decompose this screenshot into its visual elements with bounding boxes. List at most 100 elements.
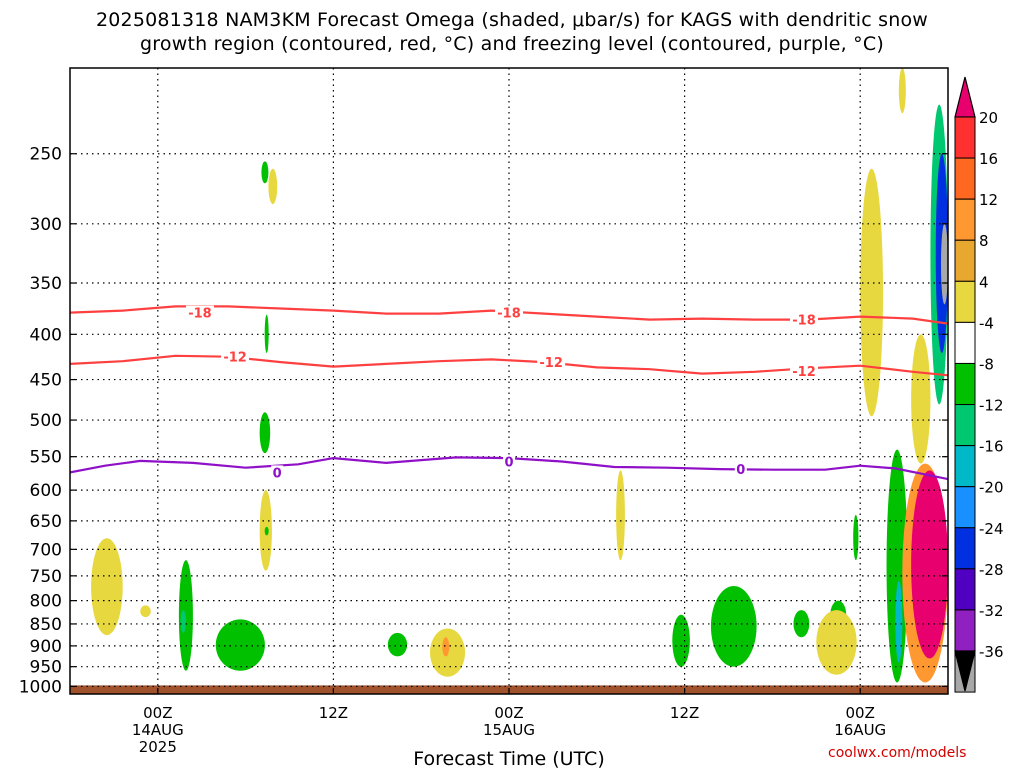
contour-label-bg	[503, 454, 515, 469]
x-tick-label-10-0: 12Z	[319, 704, 348, 722]
omega-region-7	[259, 412, 271, 454]
y-tick-label-500: 500	[30, 411, 62, 431]
omega-region-22	[886, 449, 908, 683]
colorbar-segment-2	[954, 198, 976, 241]
colorbar-label-4: 4	[979, 273, 989, 291]
omega-region-3	[180, 610, 186, 633]
x-tick-label-20-1: 15AUG	[483, 721, 535, 739]
y-tick-label-750: 750	[30, 567, 62, 587]
contour-label-bg	[790, 312, 819, 327]
contour-label--18: -18	[188, 307, 212, 322]
omega-region-19	[816, 610, 857, 675]
x-tick-label-0-0: 00Z	[143, 704, 172, 722]
credit-text[interactable]: coolwx.com/models	[828, 745, 967, 761]
y-tick-label-400: 400	[30, 325, 62, 345]
y-tick-label-350: 350	[30, 274, 62, 294]
omega-region-29	[940, 223, 948, 305]
omega-region-9	[264, 526, 269, 536]
contour-label--18: -18	[497, 307, 521, 322]
omega-region-25	[911, 470, 948, 659]
contour-label-bg	[221, 349, 250, 364]
omega-region-16	[710, 585, 757, 667]
x-tick-label-20-0: 00Z	[494, 704, 523, 722]
omega-region-15	[672, 614, 690, 667]
contour-label--12: -12	[223, 351, 247, 366]
colorbar-label-12: -32	[979, 602, 1004, 620]
omega-region-10	[264, 314, 269, 354]
colorbar-label-5: -4	[979, 314, 994, 332]
y-tick-label-1000: 1000	[19, 677, 62, 697]
colorbar-segment-4	[954, 280, 976, 323]
y-tick-label-900: 900	[30, 637, 62, 657]
contour-label-bg	[185, 305, 214, 320]
omega-region-0	[91, 538, 123, 636]
omega-region-17	[793, 610, 810, 638]
contour-label-bg	[734, 462, 747, 477]
colorbar-segment-9	[954, 486, 976, 529]
omega-region-26	[911, 334, 931, 464]
contour-label--12: -12	[792, 365, 816, 380]
contour-label-0: 0	[736, 463, 745, 478]
contour-label--18: -18	[792, 314, 816, 329]
contour-label-0: 0	[504, 456, 513, 471]
x-tick-label-30-0: 12Z	[670, 704, 699, 722]
colorbar-label-3: 8	[979, 232, 989, 250]
omega-region-6	[261, 161, 269, 184]
colorbar-segment-6	[954, 362, 976, 406]
chart-title-line-2: growth region (contoured, red, °C) and f…	[140, 33, 884, 55]
omega-region-21	[853, 514, 859, 561]
y-tick-label-700: 700	[30, 540, 62, 560]
colorbar-segment-10	[954, 527, 976, 570]
colorbar-label-1: 16	[979, 150, 998, 168]
x-tick-label-0-1: 14AUG	[132, 721, 184, 739]
contour-label--12: -12	[539, 356, 563, 371]
plot-area: -18 -18 -18 -12 -12 -12 0 0 0	[70, 68, 948, 694]
y-tick-label-950: 950	[30, 658, 62, 678]
colorbar-label-0: 20	[979, 109, 998, 127]
omega-region-5	[268, 168, 278, 205]
colorbar-segment-1	[954, 157, 976, 200]
omega-region-4	[215, 619, 265, 671]
y-tick-label-800: 800	[30, 592, 62, 612]
y-tick-label-600: 600	[30, 481, 62, 501]
colorbar-segment-11	[954, 568, 976, 611]
contour-label-bg	[271, 465, 284, 480]
x-tick-label-40-1: 16AUG	[834, 721, 886, 739]
omega-region-13	[442, 637, 450, 657]
colorbar-segment-5	[954, 321, 976, 364]
colorbar-label-11: -28	[979, 561, 1004, 579]
x-tick-label-40-0: 00Z	[846, 704, 875, 722]
y-tick-label-550: 550	[30, 448, 62, 468]
contour-label-bg	[537, 355, 566, 370]
colorbar-label-10: -24	[979, 520, 1004, 538]
chart-title-line-1: 2025081318 NAM3KM Forecast Omega (shaded…	[95, 9, 929, 31]
omega-region-14	[616, 470, 625, 561]
colorbar-label-7: -12	[979, 397, 1004, 415]
omega-region-11	[387, 632, 408, 657]
omega-region-1	[140, 605, 151, 618]
y-tick-label-850: 850	[30, 615, 62, 635]
colorbar-label-9: -20	[979, 479, 1004, 497]
colorbar-segment-12	[954, 609, 976, 652]
contour-label-0: 0	[273, 466, 282, 481]
colorbar-label-6: -8	[979, 355, 994, 373]
colorbar-segment-3	[954, 239, 976, 282]
contour-label-bg	[495, 305, 523, 320]
contour-label-bg	[790, 363, 819, 378]
omega-region-20	[860, 168, 884, 417]
x-axis-label: Forecast Time (UTC)	[413, 748, 604, 768]
y-tick-label-300: 300	[30, 215, 62, 235]
y-tick-label-650: 650	[30, 512, 62, 532]
colorbar-label-13: -36	[979, 643, 1004, 661]
colorbar-extend-top	[954, 76, 976, 118]
colorbar-segment-0	[954, 116, 976, 159]
omega-region-2	[178, 560, 193, 671]
colorbar-segment-7	[954, 404, 976, 447]
omega-region-30	[898, 68, 906, 114]
x-tick-label-0-2: 2025	[139, 738, 177, 756]
colorbar-segment-8	[954, 445, 976, 488]
colorbar-label-8: -16	[979, 438, 1004, 456]
omega-region-23	[895, 580, 903, 663]
y-tick-label-250: 250	[30, 145, 62, 165]
